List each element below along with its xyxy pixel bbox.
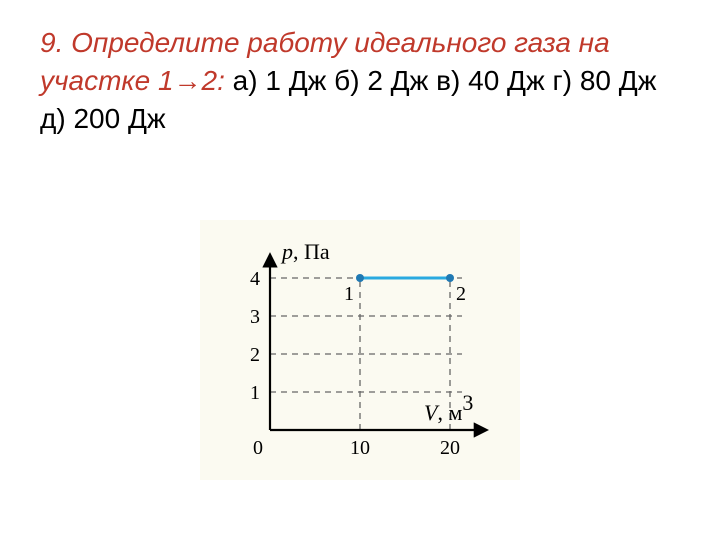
svg-text:p, Па: p, Па — [280, 239, 330, 264]
svg-text:2: 2 — [250, 344, 260, 366]
svg-text:20: 20 — [440, 437, 460, 459]
svg-text:1: 1 — [250, 382, 260, 404]
pv-chart: 123410200p, ПаV, м312 — [200, 220, 520, 480]
pv-chart-svg: 123410200p, ПаV, м312 — [200, 220, 520, 480]
svg-text:2: 2 — [456, 283, 466, 305]
page: 9. Определите работу идеального газа на … — [0, 0, 720, 540]
question-text: 9. Определите работу идеального газа на … — [40, 24, 680, 137]
svg-text:10: 10 — [350, 437, 370, 459]
svg-text:1: 1 — [344, 283, 354, 305]
svg-text:0: 0 — [253, 437, 263, 459]
svg-text:4: 4 — [250, 268, 260, 290]
svg-text:3: 3 — [250, 306, 260, 328]
